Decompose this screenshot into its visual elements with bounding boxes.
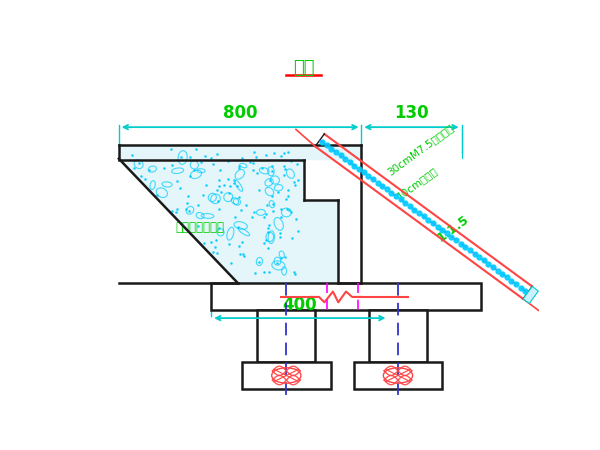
Polygon shape [523, 287, 538, 303]
Bar [369, 310, 427, 362]
Text: 10cm砂砾层: 10cm砂砾层 [395, 165, 440, 201]
Bar [257, 310, 315, 362]
Text: 30cmM7.5浆砌片石: 30cmM7.5浆砌片石 [385, 122, 455, 177]
Bar [242, 362, 331, 389]
Text: 800: 800 [223, 104, 257, 122]
Text: 130: 130 [394, 104, 429, 122]
Bar [211, 284, 481, 310]
Text: 400: 400 [283, 296, 317, 314]
Text: 侧面: 侧面 [293, 59, 314, 77]
Text: 台背回填砂性土: 台背回填砂性土 [175, 221, 224, 234]
Text: 1:1.5: 1:1.5 [435, 212, 472, 244]
Bar [354, 362, 442, 389]
Polygon shape [119, 145, 361, 284]
